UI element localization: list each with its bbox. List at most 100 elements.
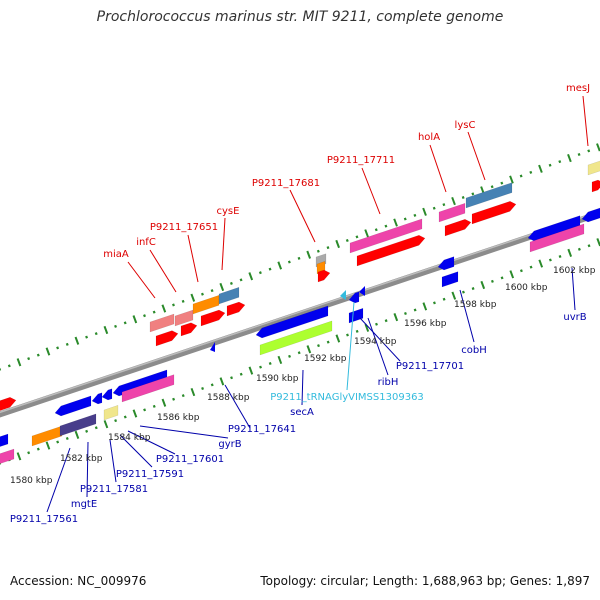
label-P9211_17651: P9211_17651: [150, 222, 218, 233]
scale-label: 1600 kbp: [505, 283, 548, 293]
label-infC-callout: [149, 249, 177, 293]
label-P9211_17701: P9211_17701: [396, 361, 464, 372]
upper-track-tick: [268, 267, 272, 271]
gene-block-holA: [438, 202, 466, 223]
lower-track-tick: [172, 397, 176, 401]
upper-track-tick: [132, 315, 138, 324]
upper-track-tick: [74, 336, 80, 345]
upper-track-tick: [316, 249, 320, 253]
upper-track-tick: [471, 192, 475, 196]
gene-block-slate-r1: [59, 413, 97, 437]
lower-track-tick: [297, 351, 301, 355]
gene-arrow-small-3: [359, 286, 365, 296]
upper-track-tick: [490, 185, 494, 189]
gene-arrow-blue-2: [91, 392, 103, 405]
lower-track-tick: [248, 366, 254, 375]
upper-track-tick: [201, 292, 204, 296]
lower-track-tick: [433, 301, 436, 305]
upper-track-tick: [85, 335, 89, 339]
scale-label: 1580 kbp: [10, 476, 53, 486]
gene-arrow-small-2: [340, 290, 346, 300]
gene-block-green-r1: [259, 320, 333, 356]
lower-track-tick: [65, 436, 69, 440]
lower-track-tick: [152, 404, 156, 408]
lower-track-tick: [317, 344, 320, 348]
upper-track-tick: [519, 174, 523, 178]
gene-arrow-red-9: [591, 179, 600, 193]
label-cysE: cysE: [217, 206, 240, 217]
label-P9211_17601-callout: [127, 430, 176, 455]
lower-track-tick: [94, 426, 98, 430]
scale-label: 1588 kbp: [207, 393, 250, 403]
label-holA-callout: [429, 144, 447, 193]
lower-track-tick: [277, 355, 283, 365]
gene-arrow-red-1: [155, 330, 179, 347]
label-cobH-callout: [459, 289, 475, 343]
upper-track-tick: [461, 195, 465, 199]
lower-track-tick: [404, 312, 407, 316]
gene-block-pink-r0: [0, 448, 15, 464]
lower-track-tick: [558, 254, 562, 258]
upper-track-tick: [567, 153, 572, 163]
gene-arrow-red-7: [444, 219, 472, 237]
label-ribH-callout: [367, 317, 389, 376]
label-holA: holA: [418, 132, 440, 143]
scale-labels: 1580 kbp 1582 kbp 1584 kbp 1586 kbp 1588 kbp…: [10, 266, 596, 486]
upper-track-tick: [123, 321, 127, 325]
gene-arrow-red-0: [0, 397, 17, 411]
label-mesJ-callout: [582, 95, 589, 147]
label-secA-callout: [301, 369, 304, 406]
lower-track-tick: [538, 259, 544, 268]
lower-track-tick: [375, 322, 378, 326]
lower-track-tick: [268, 362, 272, 366]
label-lysC: lysC: [455, 120, 476, 131]
lower-track-tick: [519, 269, 523, 273]
lower-track-tick: [384, 319, 388, 323]
gene-labels: miaA infC P9211_17651 cysE P9211_17681 P9211_…: [10, 83, 590, 525]
label-P9211_17651-callout: [187, 234, 199, 283]
gene-arrow-small-1: [210, 342, 215, 352]
label-P9211_17711: P9211_17711: [327, 155, 395, 166]
gene-block-miaA: [149, 313, 175, 333]
gene-arrow-blue-7: [581, 207, 600, 223]
label-cobH: cobH: [461, 345, 486, 356]
label-miaA: miaA: [103, 249, 129, 260]
upper-track-tick: [326, 246, 330, 250]
upper-track-tick: [56, 346, 60, 350]
genome-backbone-highlight: [0, 210, 600, 414]
upper-track-tick: [374, 228, 378, 232]
lower-track-tick: [577, 247, 581, 251]
genome-summary-text: Topology: circular; Length: 1,688,963 bp…: [260, 574, 590, 588]
map-title: Prochlorococcus marinus str. MIT 9211, c…: [96, 9, 504, 25]
accession-text: Accession: NC_009976: [10, 574, 147, 588]
label-lysC-callout: [467, 131, 486, 181]
gene-block-infC: [174, 309, 194, 327]
upper-track-tick: [345, 238, 349, 242]
label-infC: infC: [136, 237, 156, 248]
lower-track-tick: [587, 244, 591, 248]
label-P9211_17701-callout: [359, 317, 401, 362]
lower-track-tick: [143, 408, 147, 412]
upper-track-tick: [297, 256, 301, 260]
lower-track-tick: [355, 329, 359, 333]
label-secA: secA: [290, 407, 314, 418]
scale-label: 1582 kbp: [60, 454, 103, 464]
gene-block-pink-r1: [121, 374, 175, 403]
scale-label: 1594 kbp: [354, 337, 397, 347]
upper-track-tick: [558, 160, 562, 164]
gene-block-blue-r3: [348, 307, 364, 324]
lower-track-tick: [461, 290, 465, 294]
gene-arrow-red-5: [317, 269, 331, 283]
scale-label: 1586 kbp: [157, 413, 200, 423]
label-P9211_17681: P9211_17681: [252, 178, 320, 189]
scale-label: 1590 kbp: [256, 374, 299, 384]
gene-arrow-red-3: [200, 309, 226, 327]
lower-track-tick: [85, 429, 89, 433]
gene-arrow-red-2: [180, 322, 198, 337]
gene-arrow-red-4: [226, 301, 246, 317]
upper-track-tick: [335, 239, 340, 249]
lower-track-tick: [509, 270, 515, 279]
upper-track-tick: [65, 342, 69, 346]
gene-arrow-blue-6: [527, 215, 581, 242]
